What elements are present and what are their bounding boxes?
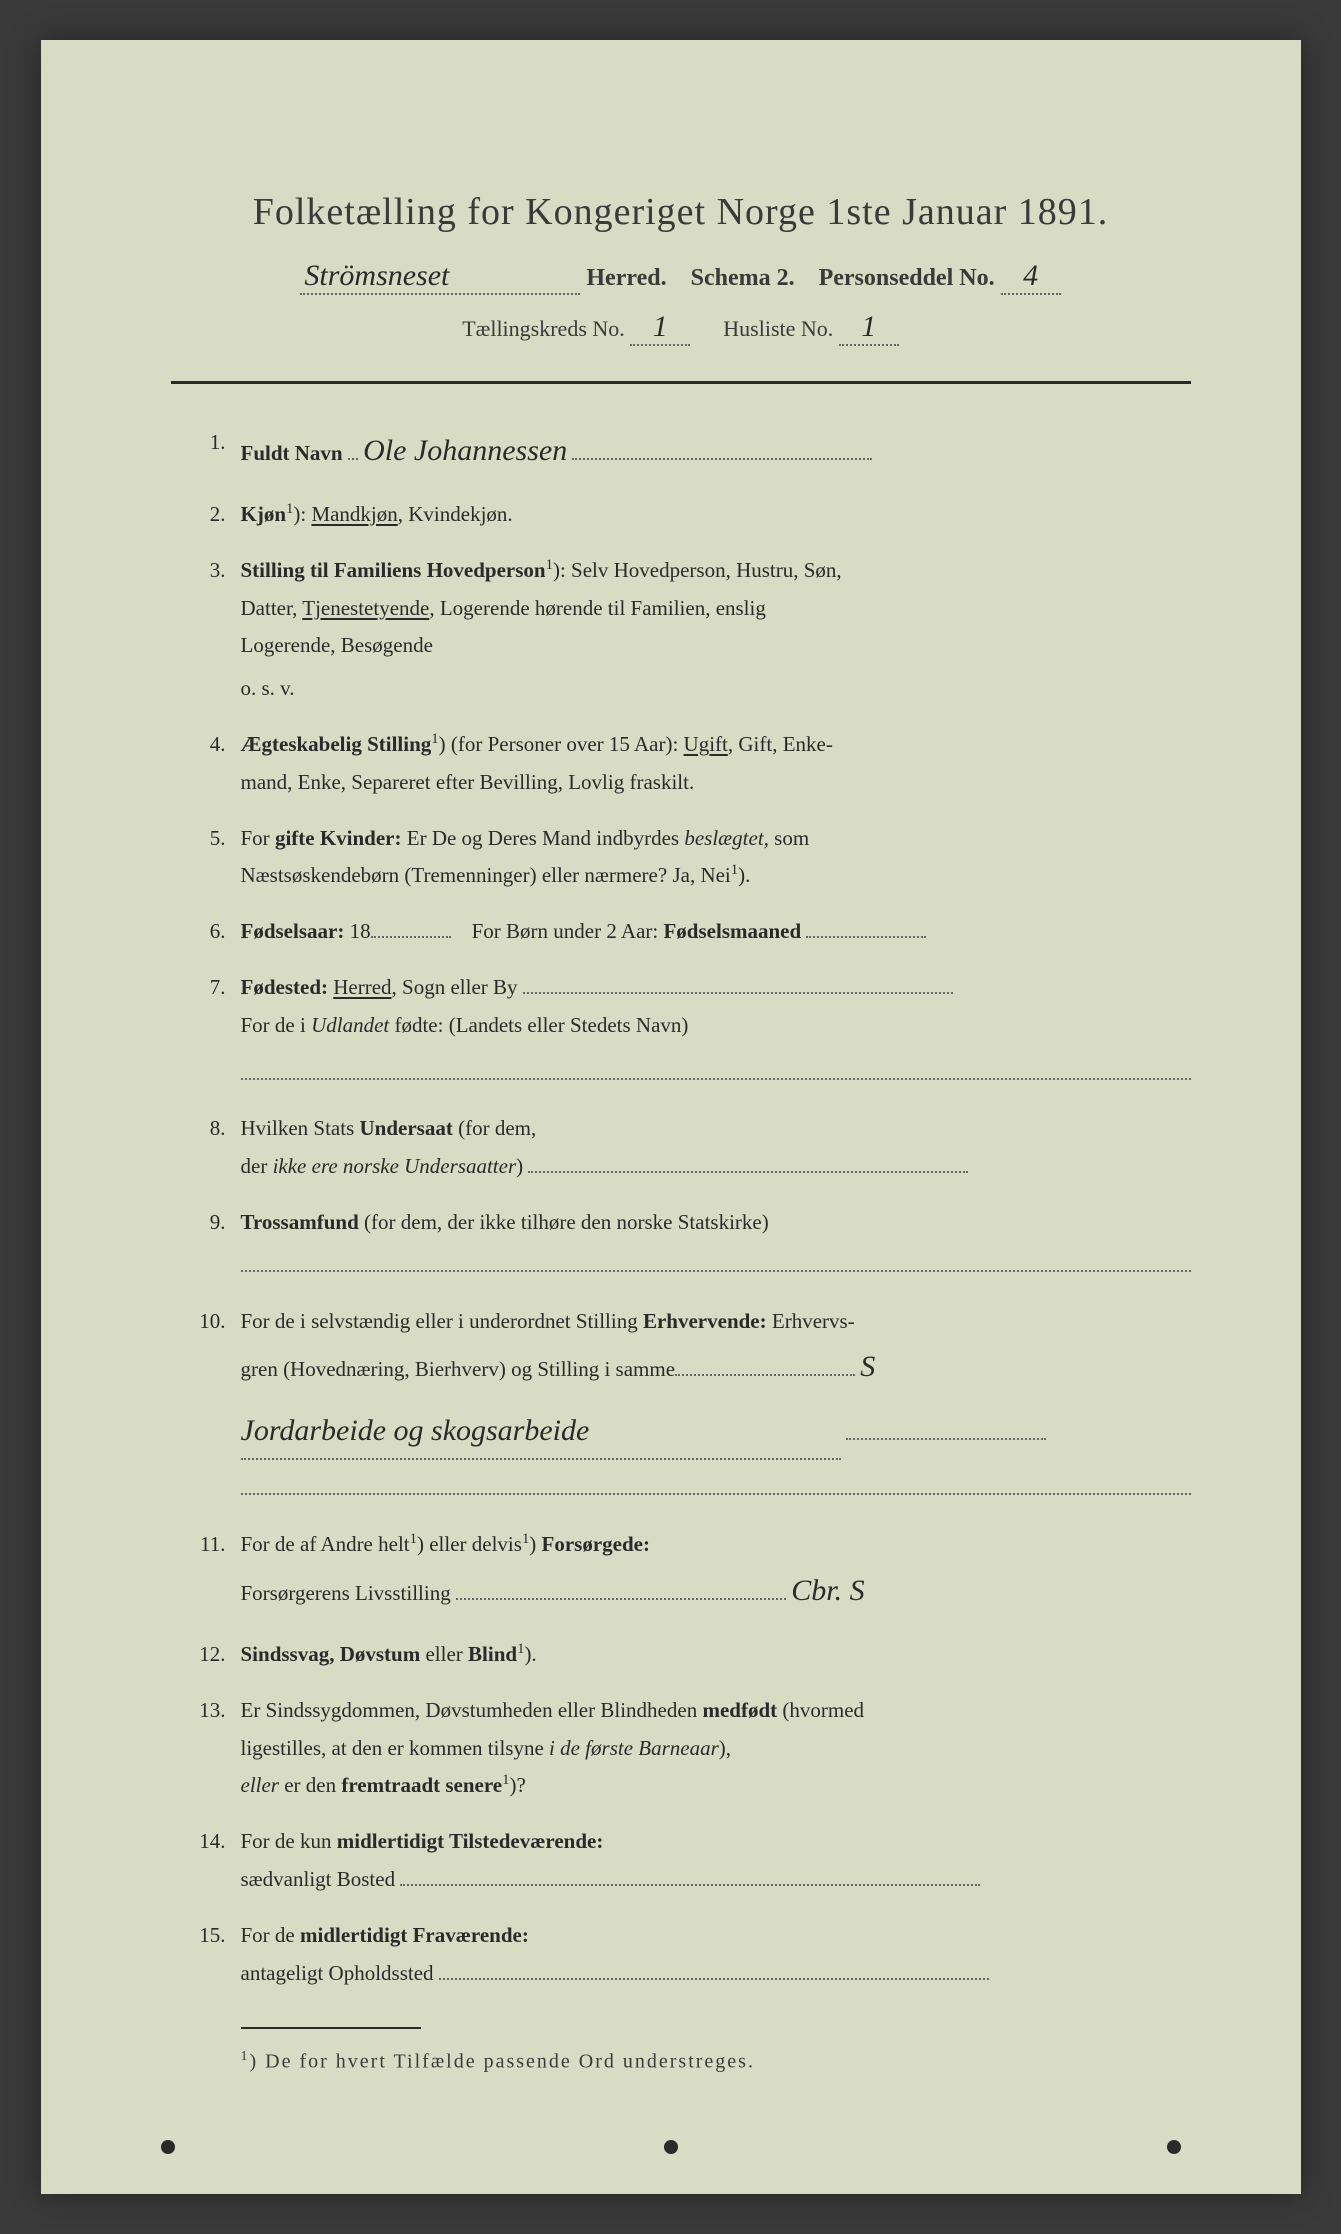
occupation-value: Jordarbeide og skogsarbeide (241, 1404, 841, 1460)
page-title: Folketælling for Kongeriget Norge 1ste J… (171, 190, 1191, 234)
binding-holes (41, 2140, 1301, 2154)
item-num: 8. (191, 1110, 241, 1186)
field-label: Fødselsaar: (241, 919, 345, 943)
field-label: Fuldt Navn (241, 441, 343, 465)
item-num: 3. (191, 552, 241, 708)
item-11: 11. For de af Andre helt1) eller delvis1… (191, 1526, 1191, 1618)
item-10: 10. For de i selvstændig eller i underor… (191, 1303, 1191, 1509)
herred-name-handwritten: Strömsneset (300, 259, 580, 295)
item-1: 1. Fuldt Navn Ole Johannessen (191, 424, 1191, 478)
osv-text: o. s. v. (241, 670, 1191, 708)
item-body: Er Sindssygdommen, Døvstumheden eller Bl… (241, 1692, 1191, 1805)
item-body: Fødested: Herred, Sogn eller By For de i… (241, 969, 1191, 1092)
taellingskreds-label: Tællingskreds No. (462, 316, 625, 341)
hole-icon (1167, 2140, 1181, 2154)
item-num: 6. (191, 913, 241, 951)
item-8: 8. Hvilken Stats Undersaat (for dem, der… (191, 1110, 1191, 1186)
item-15: 15. For de midlertidigt Fraværende: anta… (191, 1917, 1191, 1993)
birthplace-selected: Herred (333, 975, 391, 999)
item-num: 15. (191, 1917, 241, 1993)
field-label: Ægteskabelig Stilling (241, 732, 432, 756)
item-12: 12. Sindssvag, Døvstum eller Blind1). (191, 1636, 1191, 1674)
field-label: Stilling til Familiens Hovedperson (241, 558, 546, 582)
item-body: Ægteskabelig Stilling1) (for Personer ov… (241, 726, 1191, 802)
item-13: 13. Er Sindssygdommen, Døvstumheden elle… (191, 1692, 1191, 1805)
item-5: 5. For gifte Kvinder: Er De og Deres Man… (191, 820, 1191, 896)
hole-icon (664, 2140, 678, 2154)
item-2: 2. Kjøn1): Mandkjøn, Kvindekjøn. (191, 496, 1191, 534)
personseddel-label: Personseddel No. (819, 265, 995, 291)
field-label: Fødested: (241, 975, 329, 999)
item-num: 11. (191, 1526, 241, 1618)
item-body: Kjøn1): Mandkjøn, Kvindekjøn. (241, 496, 1191, 534)
item-body: For de midlertidigt Fraværende: antageli… (241, 1917, 1191, 1993)
item-num: 7. (191, 969, 241, 1092)
item-body: Fuldt Navn Ole Johannessen (241, 424, 1191, 478)
item-9: 9. Trossamfund (for dem, der ikke tilhør… (191, 1204, 1191, 1285)
item-body: For de kun midlertidigt Tilstedeværende:… (241, 1823, 1191, 1899)
schema-label: Schema 2. (691, 265, 795, 291)
herred-label: Herred. (586, 265, 666, 291)
occupation-mark: S (860, 1350, 875, 1383)
header-line-2: Tællingskreds No. 1 Husliste No. 1 (171, 310, 1191, 346)
provider-value: Cbr. S (791, 1574, 864, 1607)
hole-icon (161, 2140, 175, 2154)
personseddel-no: 4 (1001, 259, 1061, 295)
item-body: Fødselsaar: 18 For Børn under 2 Aar: Fød… (241, 913, 1191, 951)
husliste-label: Husliste No. (723, 316, 833, 341)
item-body: Hvilken Stats Undersaat (for dem, der ik… (241, 1110, 1191, 1186)
marital-selected: Ugift (684, 732, 728, 756)
item-num: 14. (191, 1823, 241, 1899)
item-4: 4. Ægteskabelig Stilling1) (for Personer… (191, 726, 1191, 802)
item-num: 10. (191, 1303, 241, 1509)
position-selected: Tjenestetyende (302, 596, 429, 620)
gender-selected: Mandkjøn (311, 502, 397, 526)
header-divider (171, 381, 1191, 384)
field-label: Kjøn (241, 502, 287, 526)
item-body: Stilling til Familiens Hovedperson1): Se… (241, 552, 1191, 708)
form-items: 1. Fuldt Navn Ole Johannessen 2. Kjøn1):… (171, 424, 1191, 1992)
item-body: Trossamfund (for dem, der ikke tilhøre d… (241, 1204, 1191, 1285)
item-6: 6. Fødselsaar: 18 For Børn under 2 Aar: … (191, 913, 1191, 951)
item-num: 9. (191, 1204, 241, 1285)
item-num: 4. (191, 726, 241, 802)
item-num: 1. (191, 424, 241, 478)
footnote: 1) De for hvert Tilfælde passende Ord un… (171, 2049, 1191, 2074)
item-14: 14. For de kun midlertidigt Tilstedevære… (191, 1823, 1191, 1899)
footer-divider (241, 2027, 421, 2029)
item-3: 3. Stilling til Familiens Hovedperson1):… (191, 552, 1191, 708)
item-body: For de i selvstændig eller i underordnet… (241, 1303, 1191, 1509)
item-7: 7. Fødested: Herred, Sogn eller By For d… (191, 969, 1191, 1092)
item-body: For gifte Kvinder: Er De og Deres Mand i… (241, 820, 1191, 896)
field-label: Trossamfund (241, 1210, 359, 1234)
census-form-page: Folketælling for Kongeriget Norge 1ste J… (41, 40, 1301, 2194)
item-num: 2. (191, 496, 241, 534)
field-label: Sindssvag, Døvstum (241, 1642, 421, 1666)
item-body: Sindssvag, Døvstum eller Blind1). (241, 1636, 1191, 1674)
item-num: 13. (191, 1692, 241, 1805)
husliste-no: 1 (839, 310, 899, 346)
header-line-1: Strömsneset Herred. Schema 2. Personsedd… (171, 259, 1191, 295)
item-body: For de af Andre helt1) eller delvis1) Fo… (241, 1526, 1191, 1618)
name-value: Ole Johannessen (363, 434, 567, 467)
item-num: 12. (191, 1636, 241, 1674)
item-num: 5. (191, 820, 241, 896)
taellingskreds-no: 1 (630, 310, 690, 346)
